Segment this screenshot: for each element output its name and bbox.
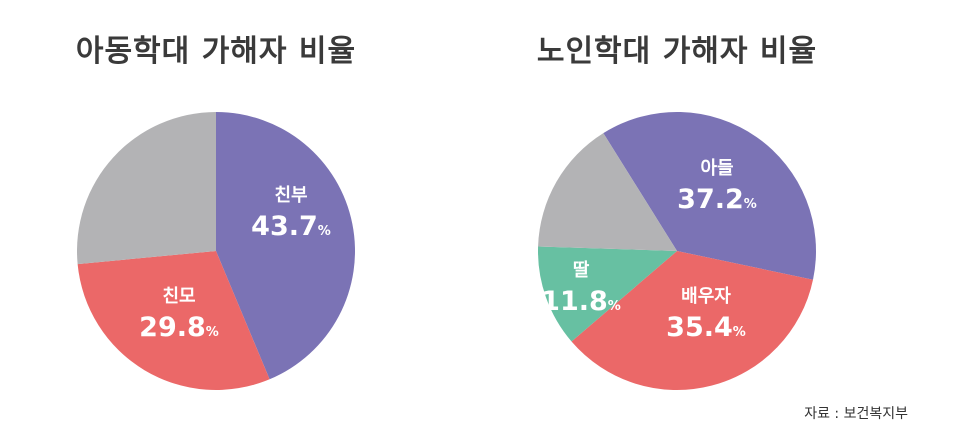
slice-label-son: 아들 37.2% bbox=[672, 158, 762, 215]
slice-name: 배우자 bbox=[681, 286, 731, 307]
slice-name: 친모 bbox=[162, 286, 196, 307]
slice-name: 딸 bbox=[572, 260, 590, 281]
slice-label-father: 친부 43.7% bbox=[246, 185, 336, 242]
slice-unit: % bbox=[607, 299, 621, 314]
right-chart-title: 노인학대 가해자 비율 bbox=[536, 34, 818, 69]
pie-slice-아들 bbox=[603, 111, 816, 280]
slice-value: 11.8 bbox=[541, 286, 608, 317]
slice-value: 43.7 bbox=[251, 211, 318, 242]
slice-label-spouse: 배우자 35.4% bbox=[661, 286, 751, 343]
pie-slice-딸 bbox=[537, 246, 677, 342]
left-chart-title: 아동학대 가해자 비율 bbox=[75, 34, 357, 69]
elder-abuse-pie bbox=[537, 111, 816, 391]
slice-value: 29.8 bbox=[139, 312, 206, 343]
slice-value: 37.2 bbox=[677, 184, 744, 215]
slice-label-mother: 친모 29.8% bbox=[134, 286, 224, 343]
slice-unit: % bbox=[732, 325, 746, 340]
slice-unit: % bbox=[743, 197, 757, 212]
child-abuse-pie bbox=[77, 112, 356, 390]
slice-unit: % bbox=[205, 325, 219, 340]
pie-slice-배우자 bbox=[571, 251, 813, 391]
source-note: 자료 : 보건복지부 bbox=[804, 406, 908, 422]
slice-name: 친부 bbox=[274, 185, 308, 206]
slice-label-daughter: 딸 11.8% bbox=[541, 260, 621, 317]
pie-slice-기타 bbox=[77, 112, 216, 265]
slice-unit: % bbox=[317, 224, 331, 239]
pie-slice-기타 bbox=[538, 133, 677, 251]
slice-name: 아들 bbox=[700, 158, 734, 179]
slice-value: 35.4 bbox=[666, 312, 733, 343]
pie-slice-친부 bbox=[216, 112, 356, 380]
pie-slice-친모 bbox=[77, 251, 270, 390]
